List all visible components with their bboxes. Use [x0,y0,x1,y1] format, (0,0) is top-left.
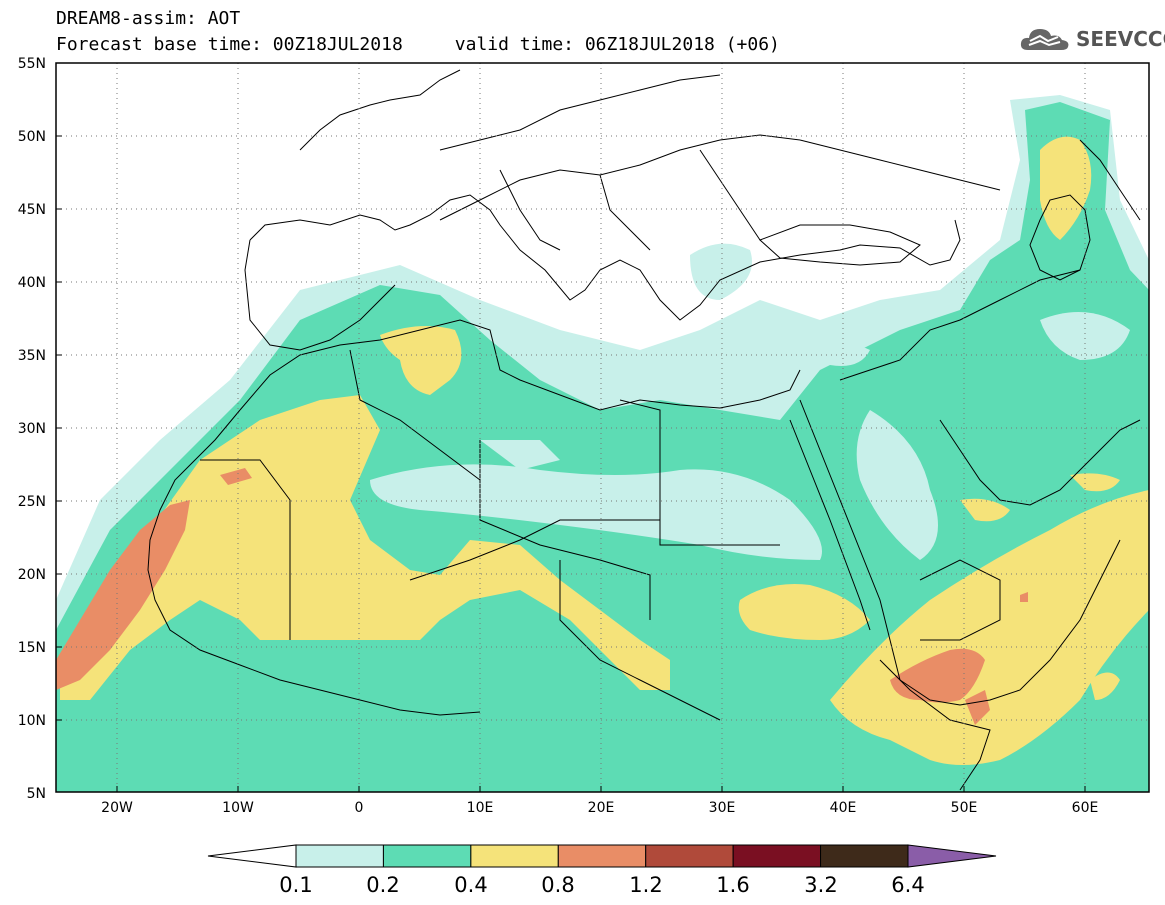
colorbar-box-6 [820,844,909,868]
coastlines-borders [147,69,1141,791]
colorbar-box-5 [732,844,822,868]
lat-tick-35n: 35N [18,348,46,364]
lon-tick-0: 0 [355,800,364,816]
cloud-icon [1020,29,1069,50]
title-line-2: Forecast base time: 00Z18JUL2018 valid ti… [56,35,780,55]
aot-fields [56,63,1149,792]
colorbar-label-1.2: 1.2 [629,873,662,897]
colorbar-label-0.8: 0.8 [541,873,574,897]
lat-tick-25n: 25N [18,494,46,510]
title-line-1: DREAM8-assim: AOT [56,8,241,29]
lat-tick-50n: 50N [18,129,46,145]
lon-tick-labels: 20W 10W 0 10E 20E 30E 40E 50E 60E [101,800,1098,816]
valid-time-label: valid time: 06Z18JUL2018 (+06) [454,34,780,55]
colorbar-box-4 [645,844,734,868]
colorbar-label-3.2: 3.2 [804,873,837,897]
lat-tick-20n: 20N [18,567,46,583]
base-time-label: Forecast base time: 00Z18JUL2018 [56,34,403,55]
colorbar: 0.1 0.2 0.4 0.8 1.2 1.6 3.2 6.4 [207,844,997,897]
lon-tick-40e: 40E [830,800,857,816]
lon-tick-20w: 20W [101,800,133,816]
lat-tick-40n: 40N [18,275,46,291]
lat-tick-labels: 55N 50N 45N 40N 35N 30N 25N 20N 15N 10N … [18,56,46,802]
lat-tick-30n: 30N [18,421,46,437]
colorbar-box-2 [470,844,559,868]
lat-tick-5n: 5N [27,786,46,802]
logo-text: SEEVCCC [1076,27,1165,51]
lon-tick-20e: 20E [588,800,615,816]
tick-marks [56,135,1086,792]
lon-tick-30e: 30E [709,800,736,816]
lon-tick-10e: 10E [467,800,494,816]
colorbar-label-1.6: 1.6 [716,873,749,897]
colorbar-box-3 [557,844,647,868]
colorbar-box-0 [295,844,384,868]
lat-tick-15n: 15N [18,640,46,656]
aot-low-pockets [370,312,1130,560]
colorbar-label-0.2: 0.2 [366,873,399,897]
lon-tick-50e: 50E [951,800,978,816]
lat-tick-45n: 45N [18,202,46,218]
colorbar-label-0.1: 0.1 [279,873,312,897]
colorbar-low-arrow [207,844,297,868]
lat-tick-55n: 55N [18,56,46,72]
colorbar-box-1 [382,844,472,868]
lon-tick-60e: 60E [1072,800,1099,816]
lon-tick-10w: 10W [222,800,254,816]
lat-lon-grid [56,63,1149,792]
colorbar-label-0.4: 0.4 [454,873,487,897]
lat-tick-10n: 10N [18,713,46,729]
colorbar-label-6.4: 6.4 [891,873,924,897]
seevccc-logo: SEEVCCC [1018,24,1165,54]
colorbar-high-arrow [907,844,997,868]
